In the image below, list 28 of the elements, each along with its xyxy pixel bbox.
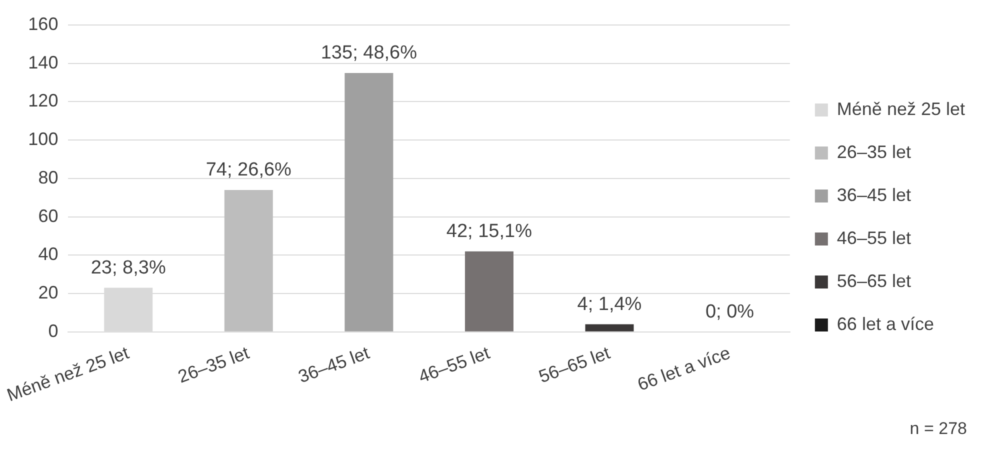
y-tick-label: 80 <box>38 167 58 188</box>
y-tick-label: 60 <box>38 206 58 226</box>
x-tick-label: 26–35 let <box>175 342 252 387</box>
y-tick-label: 40 <box>38 244 58 264</box>
legend-label: 66 let a více <box>836 314 934 334</box>
y-tick-label: 140 <box>28 52 58 72</box>
data-label: 42; 15,1% <box>446 221 532 242</box>
legend-label: Méně než 25 let <box>836 98 966 119</box>
data-label: 23; 8,3% <box>90 258 166 279</box>
x-tick-label: 56–65 let <box>536 342 613 387</box>
data-label: 135; 48,6% <box>320 42 418 64</box>
legend-label: 46–55 let <box>836 228 911 248</box>
legend-label: 26–35 let <box>836 142 911 162</box>
y-tick-label: 160 <box>28 14 58 34</box>
x-tick-label: 46–55 let <box>416 342 492 387</box>
data-label: 4; 1,4% <box>577 294 642 315</box>
text: n = 278 <box>910 419 967 438</box>
x-tick-label: 66 let a více <box>634 342 733 395</box>
legend-label: 56–65 let <box>836 270 911 291</box>
legend-label: 36–45 let <box>836 184 911 205</box>
x-tick-label: Méně než 25 let <box>4 342 132 406</box>
y-tick-label: 20 <box>38 282 58 302</box>
data-label: 0; 0% <box>705 302 754 323</box>
x-tick-label: 36–45 let <box>296 342 372 387</box>
y-tick-label: 0 <box>48 320 58 341</box>
y-tick-label: 100 <box>28 129 58 150</box>
y-tick-label: 120 <box>28 90 58 111</box>
data-label: 74; 26,6% <box>206 160 292 181</box>
